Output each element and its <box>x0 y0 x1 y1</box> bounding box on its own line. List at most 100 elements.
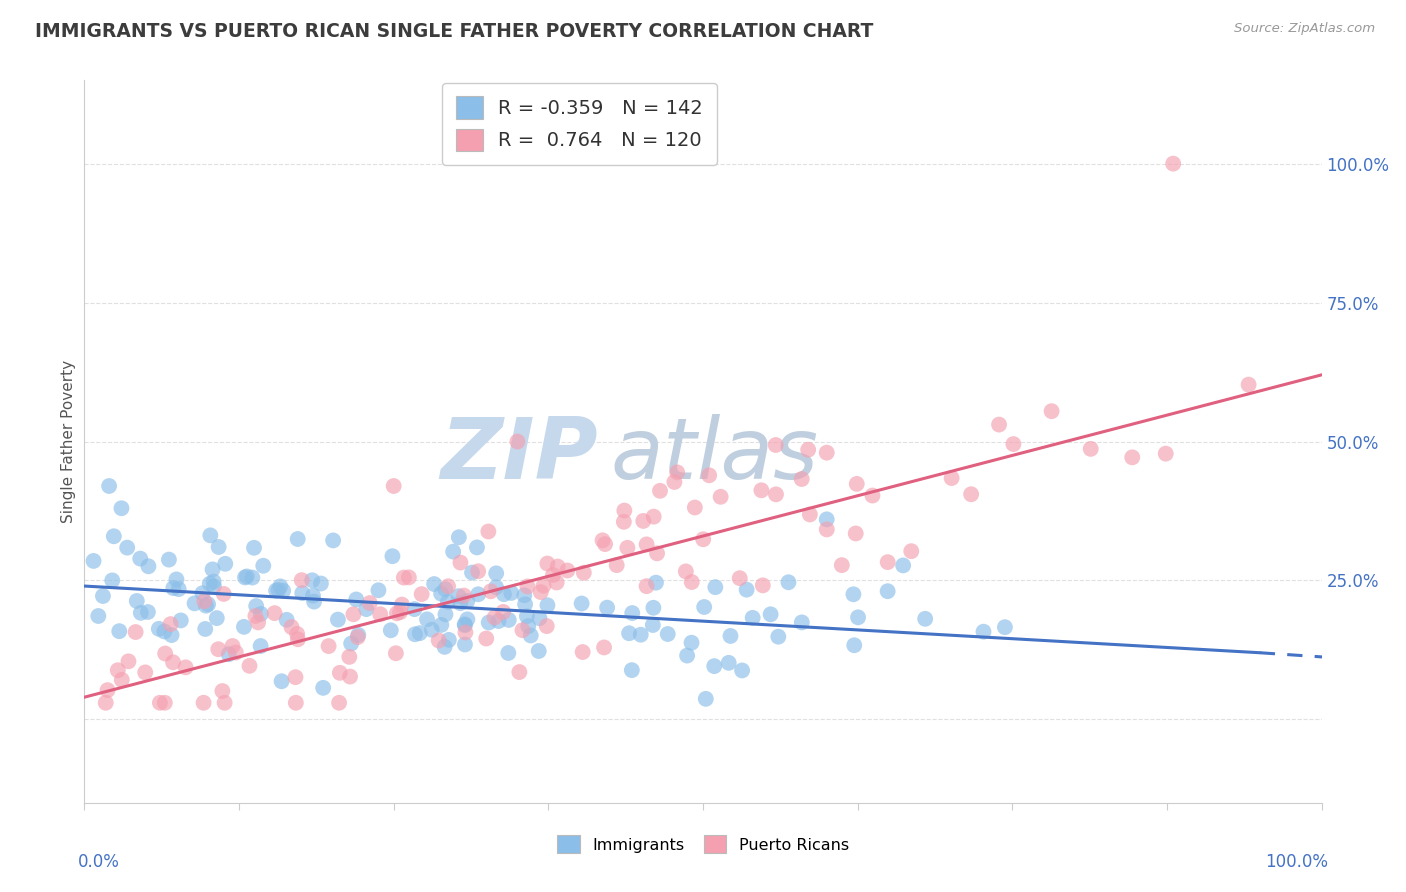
Point <box>389 605 412 619</box>
Point <box>83 554 105 568</box>
Point <box>643 509 665 524</box>
Text: Source: ZipAtlas.com: Source: ZipAtlas.com <box>1234 22 1375 36</box>
Point <box>208 540 231 554</box>
Point <box>675 565 697 579</box>
Point <box>167 582 190 596</box>
Point <box>613 515 636 529</box>
Text: IMMIGRANTS VS PUERTO RICAN SINGLE FATHER POVERTY CORRELATION CHART: IMMIGRANTS VS PUERTO RICAN SINGLE FATHER… <box>35 22 873 41</box>
Point <box>404 602 426 616</box>
Point <box>233 620 256 634</box>
Point <box>831 558 853 573</box>
Point <box>391 598 413 612</box>
Point <box>103 529 125 543</box>
Point <box>148 622 170 636</box>
Point <box>557 564 579 578</box>
Point <box>621 606 644 620</box>
Point <box>356 602 378 616</box>
Point <box>506 434 529 449</box>
Point <box>202 579 225 593</box>
Point <box>697 468 720 483</box>
Point <box>245 599 267 613</box>
Point <box>309 576 332 591</box>
Point <box>456 594 478 608</box>
Point <box>197 597 219 611</box>
Point <box>484 610 506 624</box>
Point <box>765 487 787 501</box>
Point <box>988 417 1011 432</box>
Point <box>536 619 558 633</box>
Point <box>572 566 595 580</box>
Point <box>533 579 555 593</box>
Point <box>416 612 439 626</box>
Point <box>138 559 160 574</box>
Point <box>291 586 314 600</box>
Point <box>994 620 1017 634</box>
Point <box>218 647 240 661</box>
Point <box>284 670 307 684</box>
Point <box>759 607 782 622</box>
Point <box>125 594 148 608</box>
Point <box>914 612 936 626</box>
Point <box>529 611 551 625</box>
Point <box>606 558 628 573</box>
Point <box>454 617 477 632</box>
Point <box>449 556 471 570</box>
Point <box>382 479 405 493</box>
Point <box>270 674 292 689</box>
Point <box>129 606 152 620</box>
Point <box>430 587 453 601</box>
Point <box>657 627 679 641</box>
Point <box>1040 404 1063 418</box>
Point <box>328 696 350 710</box>
Point <box>547 559 569 574</box>
Point <box>695 691 717 706</box>
Point <box>291 573 314 587</box>
Point <box>337 649 360 664</box>
Point <box>238 658 260 673</box>
Point <box>844 638 866 652</box>
Point <box>149 696 172 710</box>
Point <box>454 625 477 640</box>
Point <box>194 622 217 636</box>
Point <box>312 681 335 695</box>
Point <box>287 632 309 647</box>
Text: ZIP: ZIP <box>440 415 598 498</box>
Point <box>437 579 460 593</box>
Point <box>592 533 614 548</box>
Point <box>862 489 884 503</box>
Point <box>641 618 664 632</box>
Point <box>240 570 263 584</box>
Point <box>87 609 110 624</box>
Point <box>593 537 616 551</box>
Point <box>571 597 593 611</box>
Point <box>392 571 415 585</box>
Point <box>751 483 773 498</box>
Point <box>643 600 665 615</box>
Point <box>420 623 443 637</box>
Point <box>620 663 643 677</box>
Point <box>165 573 187 587</box>
Point <box>214 557 236 571</box>
Point <box>380 624 402 638</box>
Point <box>98 479 121 493</box>
Point <box>194 599 217 613</box>
Legend: Immigrants, Puerto Ricans: Immigrants, Puerto Ricans <box>551 829 855 860</box>
Point <box>404 627 426 641</box>
Point <box>271 583 294 598</box>
Point <box>815 512 838 526</box>
Point <box>284 696 307 710</box>
Point <box>815 445 838 459</box>
Point <box>263 606 285 620</box>
Point <box>1121 450 1143 465</box>
Point <box>385 607 408 621</box>
Point <box>159 617 181 632</box>
Point <box>720 629 742 643</box>
Point <box>301 574 323 588</box>
Point <box>664 475 686 489</box>
Point <box>536 557 558 571</box>
Point <box>211 684 233 698</box>
Point <box>157 552 180 566</box>
Point <box>302 589 325 603</box>
Point <box>339 669 361 683</box>
Point <box>153 624 176 639</box>
